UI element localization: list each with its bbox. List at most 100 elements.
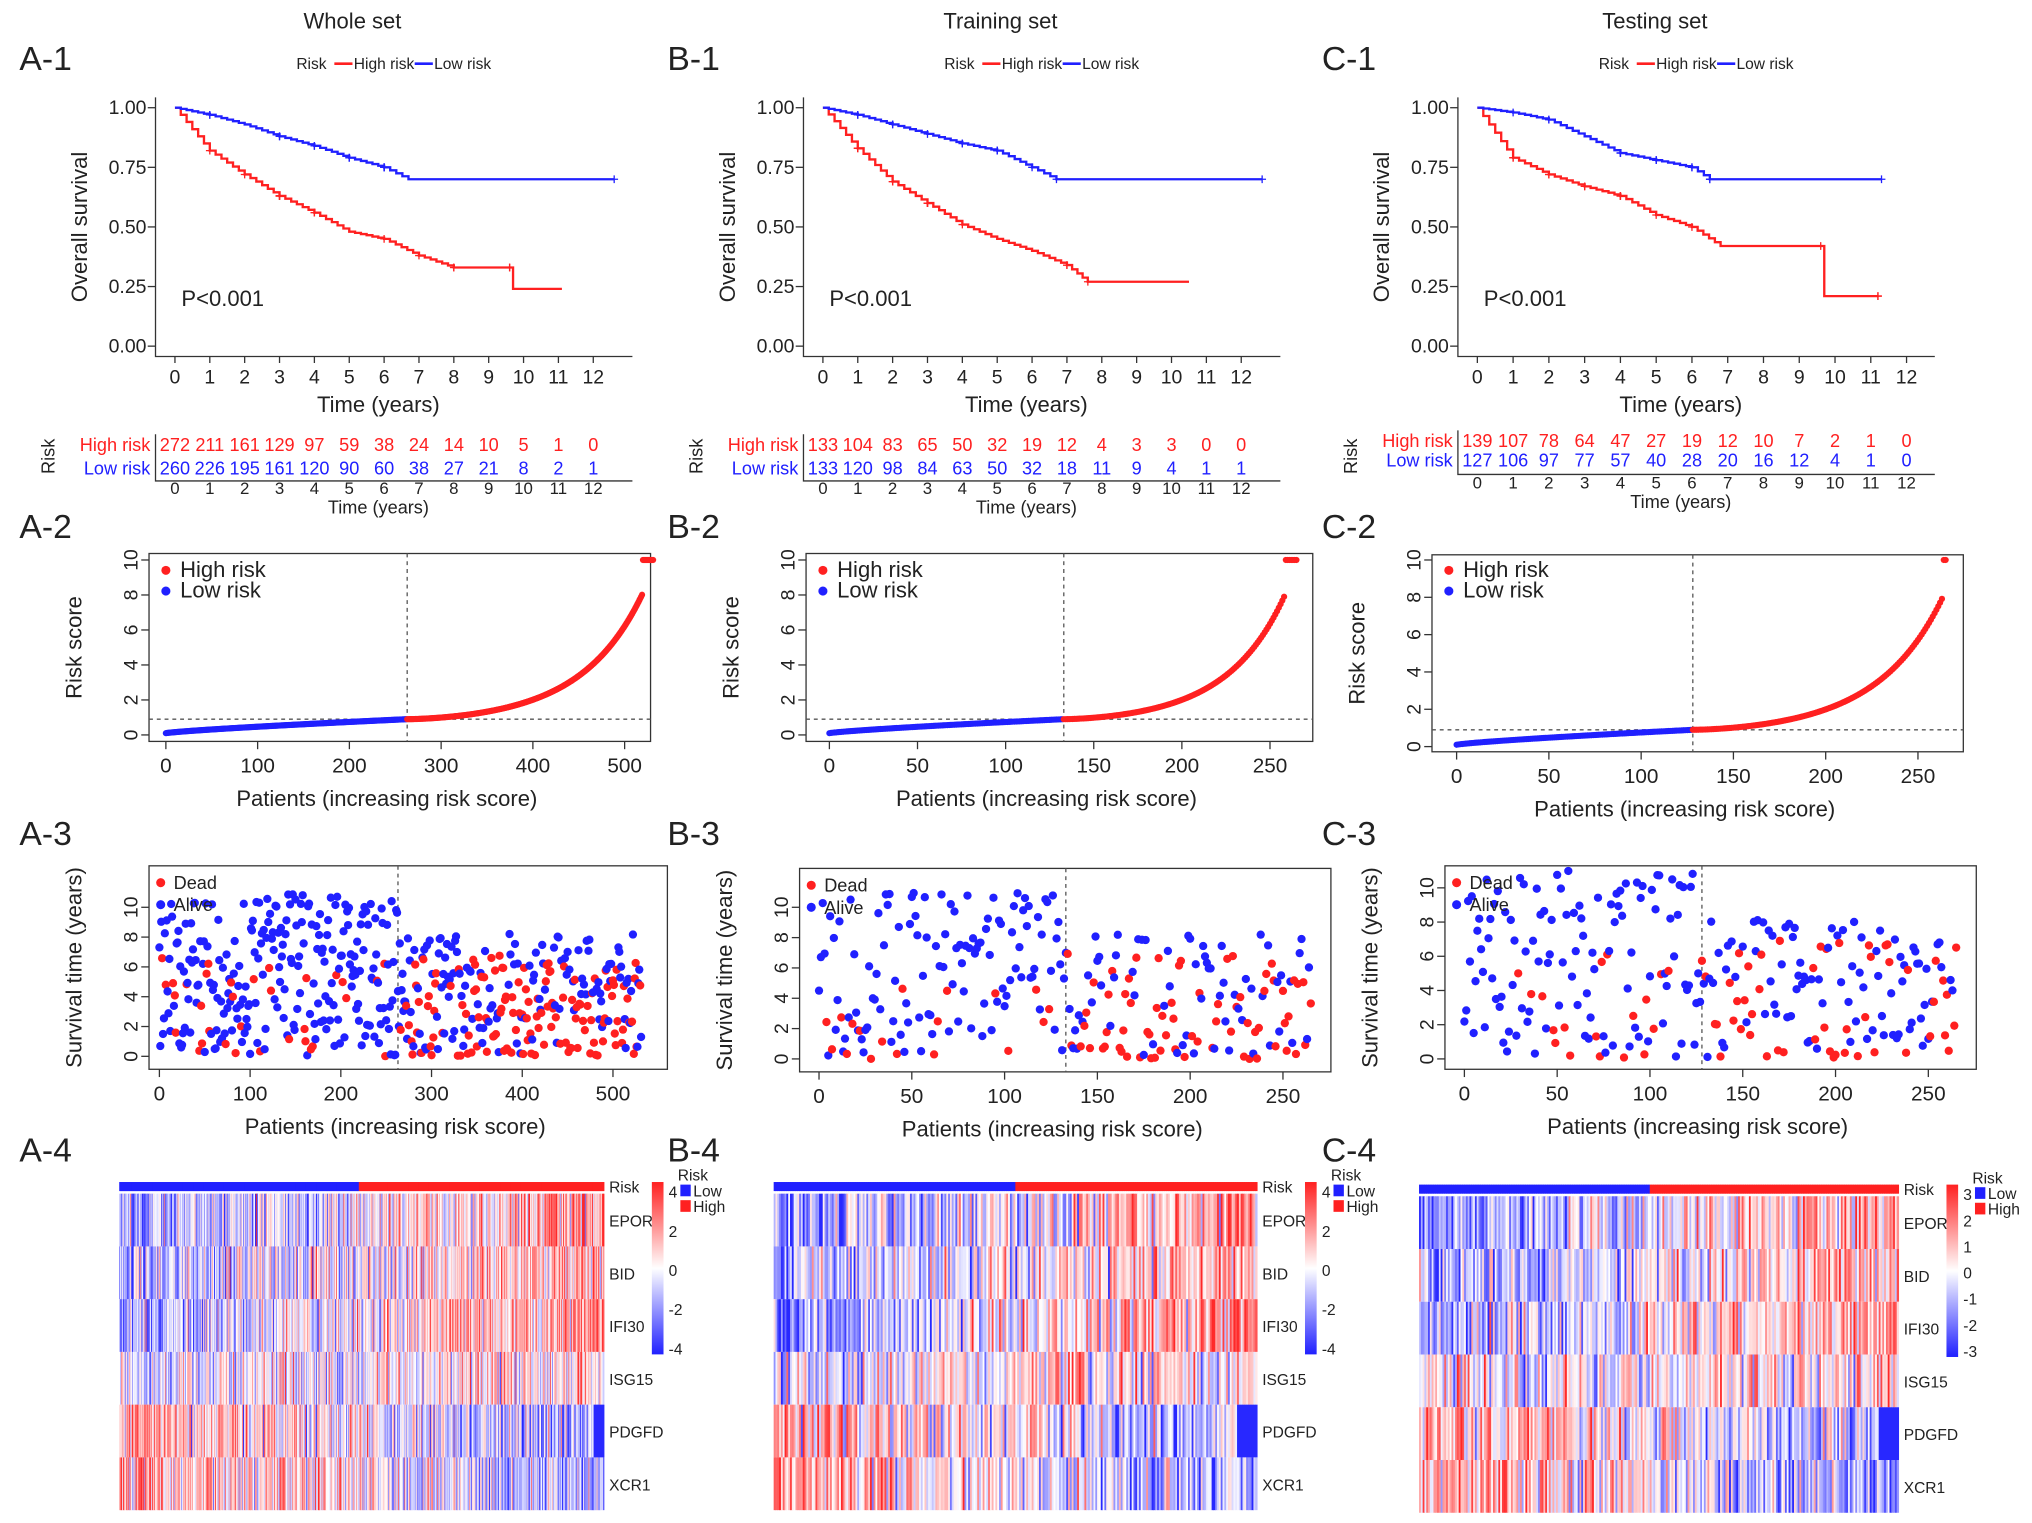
heatmap-cell xyxy=(239,1351,241,1405)
heatmap-cell xyxy=(205,1299,208,1352)
heatmap-cell xyxy=(299,1193,302,1247)
heatmap-risk-cell xyxy=(154,1182,157,1192)
survival-point xyxy=(236,1022,246,1031)
heatmap-cell xyxy=(267,1351,270,1405)
x-tick-label: 1 xyxy=(205,479,214,498)
heatmap-cell xyxy=(131,1457,134,1511)
heatmap-risk-cell xyxy=(201,1182,203,1192)
heatmap-cell xyxy=(208,1457,210,1511)
heatmap-cell xyxy=(240,1299,242,1352)
heatmap-cell xyxy=(121,1404,124,1458)
survival-point xyxy=(247,926,257,935)
survival-point xyxy=(315,909,325,919)
heatmap-risk-cell xyxy=(137,1182,139,1192)
survival-point xyxy=(467,1048,476,1057)
heatmap-cell xyxy=(309,1351,312,1405)
heatmap-cell xyxy=(285,1193,287,1247)
heatmap-risk-cell xyxy=(229,1182,231,1192)
heatmap-cell xyxy=(140,1193,142,1247)
legend-item: High risk xyxy=(180,557,267,582)
heatmap-cell xyxy=(305,1404,307,1458)
heatmap-cell xyxy=(152,1193,154,1247)
color-scale-bar xyxy=(651,1182,664,1355)
survival-point xyxy=(401,1001,411,1010)
heatmap-cell xyxy=(156,1351,159,1405)
survival-point xyxy=(373,978,383,987)
heatmap-cell xyxy=(157,1457,159,1511)
heatmap-risk-cell xyxy=(241,1182,243,1192)
heatmap-risk-cell xyxy=(158,1182,160,1192)
heatmap-risk-cell xyxy=(285,1182,287,1192)
heatmap-risk-cell xyxy=(163,1182,166,1192)
heatmap-cell xyxy=(195,1299,198,1352)
heatmap-risk-cell xyxy=(132,1182,135,1192)
heatmap-cell xyxy=(217,1351,220,1405)
heatmap-cell xyxy=(172,1351,174,1405)
survival-point xyxy=(278,940,287,949)
heatmap-cell xyxy=(142,1193,144,1247)
heatmap-cell xyxy=(171,1404,173,1458)
heatmap-risk-cell xyxy=(215,1182,218,1192)
heatmap-cell xyxy=(154,1193,157,1247)
heatmap-risk-cell xyxy=(308,1182,311,1192)
heatmap-cell xyxy=(257,1193,260,1247)
heatmap-risk-cell xyxy=(191,1182,193,1192)
heatmap-cell xyxy=(171,1457,173,1511)
heatmap-cell xyxy=(190,1351,192,1405)
legend-title: Risk xyxy=(296,56,326,73)
heatmap-cell xyxy=(138,1404,140,1458)
heatmap-cell xyxy=(160,1457,162,1511)
heatmap-cell xyxy=(263,1351,265,1405)
survival-point xyxy=(329,1001,338,1010)
survival-point xyxy=(392,908,402,917)
heatmap-cell xyxy=(300,1404,302,1458)
heatmap-cell xyxy=(295,1457,297,1511)
survival-point xyxy=(579,980,589,989)
heatmap-cell xyxy=(222,1404,224,1458)
survival-point xyxy=(397,986,406,995)
heatmap-cell xyxy=(240,1246,242,1300)
x-tick-label: 500 xyxy=(596,1082,631,1105)
heatmap-cell xyxy=(251,1299,253,1352)
survival-point xyxy=(258,970,267,979)
heatmap-cell xyxy=(229,1351,231,1405)
heatmap-cell xyxy=(220,1351,222,1405)
heatmap-cell xyxy=(208,1299,210,1352)
heatmap-cell xyxy=(248,1193,251,1247)
heatmap-cell xyxy=(177,1404,179,1458)
heatmap-cell xyxy=(123,1193,126,1247)
survival-point xyxy=(350,952,359,961)
heatmap-cell xyxy=(126,1351,128,1405)
heatmap-cell xyxy=(255,1299,258,1352)
heatmap-cell xyxy=(136,1351,138,1405)
heatmap-cell xyxy=(128,1351,130,1405)
heatmap-risk-cell xyxy=(155,1182,158,1192)
survival-point xyxy=(191,955,200,965)
heatmap-cell xyxy=(157,1193,159,1247)
heatmap-risk-cell xyxy=(148,1182,150,1192)
heatmap-risk-cell xyxy=(243,1182,245,1192)
heatmap-cell xyxy=(307,1299,310,1352)
heatmap-cell xyxy=(262,1404,264,1458)
heatmap-cell xyxy=(307,1457,310,1511)
heatmap-cell xyxy=(261,1351,263,1405)
heatmap-cell xyxy=(150,1351,152,1405)
heatmap-cell xyxy=(259,1457,261,1511)
survival-point xyxy=(160,929,169,938)
heatmap-cell xyxy=(289,1351,292,1405)
heatmap-risk-cell xyxy=(248,1182,251,1192)
heatmap-cell xyxy=(254,1299,257,1352)
heatmap-cell xyxy=(155,1246,158,1300)
heatmap-cell xyxy=(264,1246,266,1300)
heatmap-cell xyxy=(187,1351,189,1405)
survival-point xyxy=(300,1024,309,1034)
y-tick-label: 0.50 xyxy=(109,216,147,238)
heatmap-cell xyxy=(160,1193,162,1247)
heatmap-cell xyxy=(208,1246,210,1300)
heatmap-cell xyxy=(168,1299,170,1352)
survival-point xyxy=(212,1026,221,1035)
x-tick-label: 200 xyxy=(324,1082,359,1105)
heatmap-cell xyxy=(256,1299,259,1352)
x-tick-label: 2 xyxy=(239,367,250,389)
heatmap-risk-cell xyxy=(275,1182,278,1192)
